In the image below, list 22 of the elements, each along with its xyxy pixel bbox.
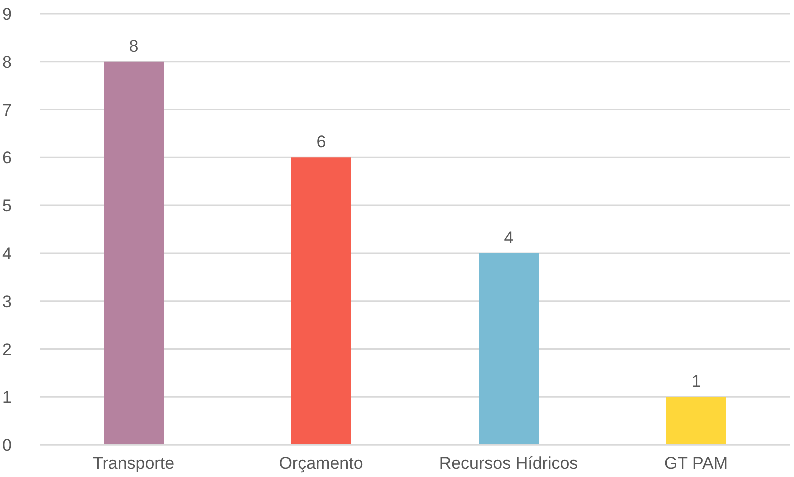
data-label: 4 (504, 228, 514, 248)
y-tick-label: 7 (2, 100, 12, 120)
x-tick-label: GT PAM (664, 454, 728, 474)
bar (479, 253, 539, 445)
bar (292, 158, 352, 445)
y-tick-label: 4 (2, 244, 12, 264)
y-tick-label: 1 (2, 388, 12, 408)
y-tick-label: 5 (2, 196, 12, 216)
x-tick-label: Transporte (92, 454, 175, 474)
bar (104, 62, 164, 445)
y-tick-label: 2 (2, 340, 12, 360)
y-tick-label: 6 (2, 148, 12, 168)
x-tick-label: Recursos Hídricos (439, 454, 578, 474)
y-tick-label: 3 (2, 292, 12, 312)
bar (666, 397, 726, 445)
data-label: 1 (692, 372, 702, 392)
y-tick-label: 0 (2, 436, 12, 456)
data-label: 6 (316, 132, 326, 152)
x-tick-label: Orçamento (279, 454, 364, 474)
y-tick-label: 8 (2, 52, 12, 72)
data-label: 8 (129, 36, 139, 56)
y-tick-label: 9 (2, 5, 12, 24)
